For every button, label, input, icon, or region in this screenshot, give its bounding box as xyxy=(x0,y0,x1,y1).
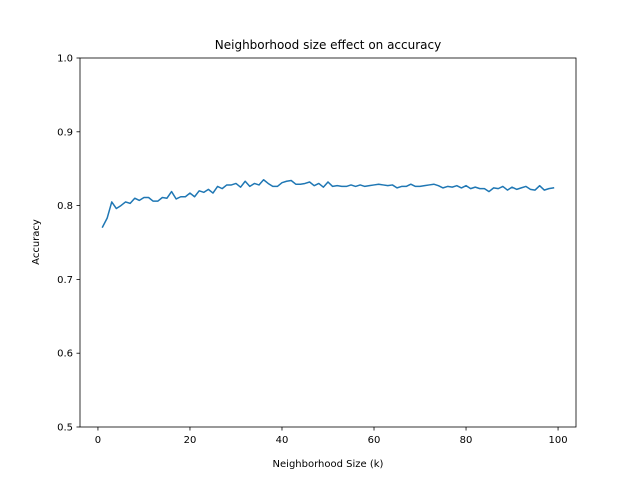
x-tick-label: 100 xyxy=(549,435,568,446)
y-tick-label: 0.7 xyxy=(57,275,73,286)
x-tick-label: 0 xyxy=(95,435,101,446)
x-tick-label: 40 xyxy=(276,435,289,446)
y-tick-label: 0.6 xyxy=(57,349,73,360)
y-axis-label: Accuracy xyxy=(31,219,42,265)
x-tick-label: 80 xyxy=(460,435,473,446)
x-axis-ticks: 0 20 40 60 80 100 xyxy=(95,427,568,446)
x-tick-label: 60 xyxy=(368,435,381,446)
x-axis-label: Neighborhood Size (k) xyxy=(273,459,384,470)
y-tick-label: 0.5 xyxy=(57,423,73,434)
chart-title: Neighborhood size effect on accuracy xyxy=(215,38,441,52)
y-tick-label: 0.8 xyxy=(57,201,73,212)
series-line-0 xyxy=(101,179,555,229)
y-tick-label: 1.0 xyxy=(57,54,73,65)
plot-area xyxy=(79,57,577,428)
y-tick-label: 0.9 xyxy=(57,127,73,138)
x-tick-label: 20 xyxy=(184,435,197,446)
y-axis-ticks: 0.5 0.6 0.7 0.8 0.9 1.0 xyxy=(57,54,80,434)
plot-frame xyxy=(79,57,577,428)
